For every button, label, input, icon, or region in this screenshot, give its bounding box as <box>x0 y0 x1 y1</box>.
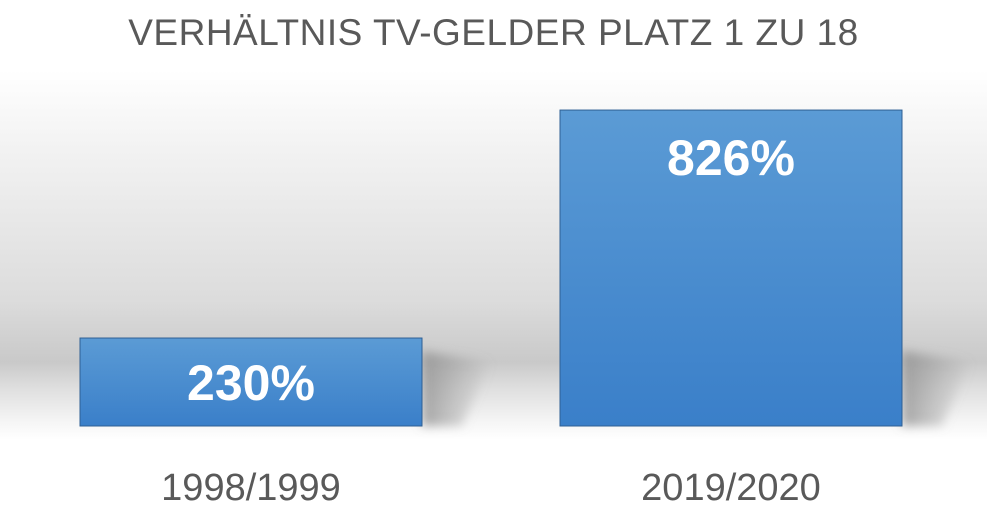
chart-title: VERHÄLTNIS TV-GELDER PLATZ 1 ZU 18 <box>128 12 859 53</box>
category-label: 1998/1999 <box>161 467 341 509</box>
category-label: 2019/2020 <box>641 467 821 509</box>
bar-2019-2020 <box>559 109 903 427</box>
bar-shadow <box>902 351 972 426</box>
data-label: 826% <box>667 130 795 186</box>
data-label: 230% <box>187 355 315 411</box>
bar-1998-1999 <box>79 337 423 427</box>
bar-shadow <box>422 351 492 426</box>
